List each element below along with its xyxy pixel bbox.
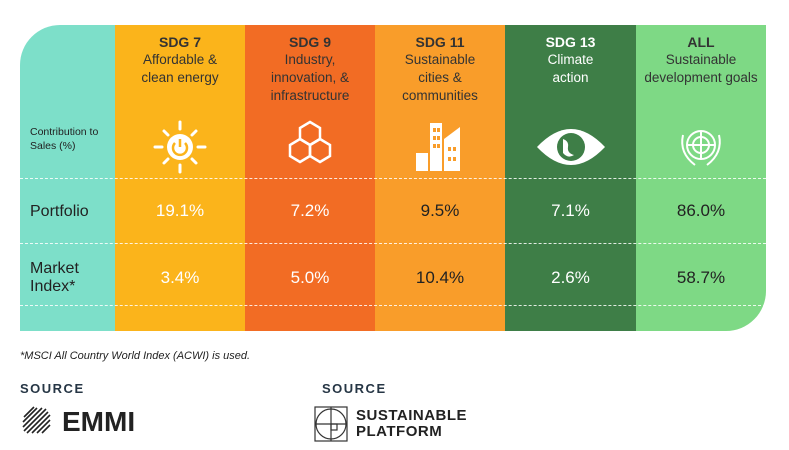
emmi-stripes-icon (22, 406, 51, 434)
sdg-desc: Climate action (547, 52, 594, 85)
earth-eye-icon (536, 129, 605, 165)
portfolio-value: 7.2% (290, 201, 330, 220)
emmi-logo: EMMI (20, 405, 135, 439)
sdg-desc: Sustainable development goals (644, 52, 758, 85)
row-divider (20, 243, 766, 244)
un-emblem-icon (681, 130, 721, 166)
sdg-contribution-table: Contribution to Sales (%) Portfolio Mark… (20, 25, 766, 331)
golden-spiral-icon (314, 406, 348, 442)
market-value: 58.7% (676, 268, 726, 287)
emmi-logo-text: EMMI (62, 406, 136, 437)
market-value: 5.0% (290, 268, 330, 287)
sun-power-icon (153, 120, 207, 174)
logo-text-line2: PLATFORM (356, 423, 443, 440)
row-divider (20, 305, 766, 306)
logo-text-line1: SUSTAINABLE (356, 407, 468, 424)
city-buildings-icon (416, 123, 460, 171)
sdg-code: SDG 9 (288, 34, 331, 50)
source-label: SOURCE (20, 381, 85, 396)
cubes-icon (288, 120, 332, 164)
sdg-code: ALL (687, 34, 715, 50)
portfolio-value: 7.1% (551, 201, 590, 220)
portfolio-value: 19.1% (155, 201, 205, 220)
row-label-market-index: Market Index* (30, 260, 79, 295)
portfolio-value: 9.5% (420, 201, 460, 220)
row-header-label: Contribution to Sales (%) (30, 126, 99, 152)
sdg-code: SDG 7 (158, 34, 201, 50)
sdg-desc: Sustainable cities & communities (402, 52, 478, 103)
market-value: 3.4% (160, 268, 200, 287)
sustainable-platform-logo: SUSTAINABLE PLATFORM (314, 406, 467, 442)
market-value: 10.4% (415, 268, 465, 287)
row-divider (20, 178, 766, 179)
footnote: *MSCI All Country World Index (ACWI) is … (20, 350, 251, 362)
market-value: 2.6% (551, 268, 590, 287)
portfolio-value: 86.0% (676, 201, 726, 220)
sdg-code: SDG 11 (415, 34, 465, 50)
source-label: SOURCE (322, 381, 387, 396)
sdg-code: SDG 13 (545, 34, 596, 50)
sdg-desc: Industry, innovation, & infrastructure (270, 52, 350, 103)
row-label-portfolio: Portfolio (30, 203, 89, 220)
sdg-desc: Affordable & clean energy (141, 52, 219, 85)
